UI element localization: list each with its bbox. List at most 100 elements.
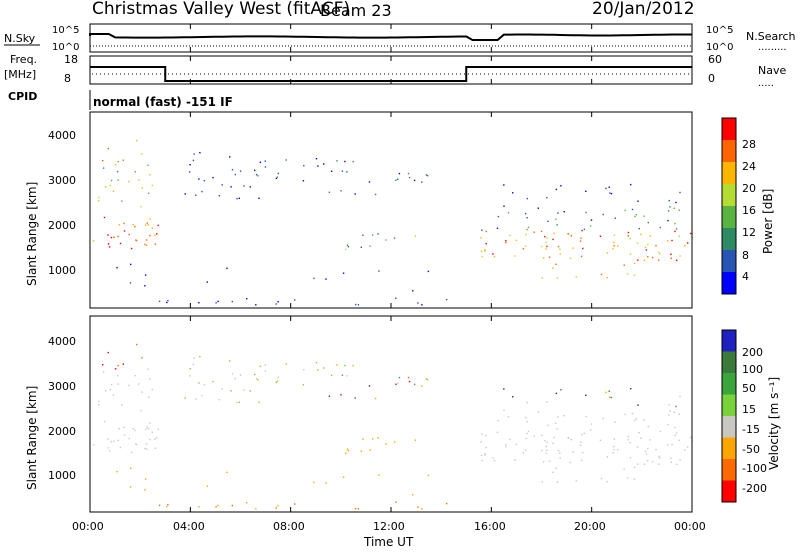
heatmap-cell: [667, 414, 670, 416]
heatmap-cell: [546, 237, 548, 239]
heatmap-cell: [545, 248, 547, 250]
heatmap-cell: [154, 234, 156, 236]
heatmap-cell: [254, 373, 256, 376]
heatmap-cell: [630, 387, 632, 390]
heatmap-cell: [514, 255, 516, 257]
heatmap-cell: [545, 241, 547, 244]
heatmap-cell: [138, 179, 140, 181]
heatmap-cell: [313, 277, 315, 280]
heatmap-cell: [212, 380, 214, 383]
heatmap-cell: [481, 459, 483, 462]
heatmap-cell: [617, 245, 619, 247]
heatmap-cell: [635, 214, 637, 216]
heatmap-cell: [123, 434, 126, 436]
heatmap-cell: [567, 233, 569, 235]
heatmap-cell: [189, 375, 191, 377]
heatmap-cell: [602, 417, 604, 420]
power-colorbar-segment: [722, 118, 736, 141]
heatmap-cell: [395, 501, 397, 503]
heatmap-cell: [149, 438, 151, 441]
heatmap-cell: [557, 449, 560, 452]
heatmap-cell: [330, 170, 333, 172]
vel-cbar-label: Velocity [m s⁻¹]: [767, 377, 781, 470]
heatmap-cell: [606, 456, 609, 458]
heatmap-cell: [617, 449, 619, 451]
heatmap-cell: [352, 160, 354, 163]
heatmap-cell: [413, 179, 416, 182]
heatmap-cell: [151, 184, 153, 187]
heatmap-cell: [605, 187, 607, 190]
heatmap-cell: [275, 177, 278, 180]
heatmap-cell: [614, 421, 616, 423]
heatmap-cell: [344, 364, 346, 367]
heatmap-cell: [201, 394, 203, 397]
heatmap-cell: [198, 382, 200, 384]
heatmap-cell: [325, 278, 327, 280]
heatmap-cell: [633, 262, 636, 265]
heatmap-cell: [670, 257, 672, 259]
heatmap-cell: [585, 394, 587, 396]
heatmap-cell: [354, 397, 356, 399]
heatmap-cell: [526, 421, 528, 423]
heatmap-cell: [323, 367, 325, 369]
heatmap-cell: [377, 437, 379, 439]
heatmap-cell: [676, 463, 678, 466]
heatmap-cell: [553, 232, 555, 235]
vel-cbar-tick-100: 100: [742, 363, 763, 376]
heatmap-cell: [556, 224, 558, 226]
heatmap-cell: [552, 471, 554, 473]
heatmap-cell: [128, 437, 130, 440]
freq-tick-bottom: 8: [64, 72, 71, 85]
heatmap-cell: [481, 229, 483, 231]
heatmap-cell: [393, 237, 396, 239]
heatmap-cell: [580, 459, 583, 462]
heatmap-cell: [275, 381, 278, 384]
heatmap-cell: [109, 184, 111, 187]
heatmap-cell: [560, 389, 562, 391]
heatmap-cell: [581, 229, 583, 232]
heatmap-cell: [277, 376, 279, 379]
heatmap-cell: [167, 300, 169, 302]
heatmap-cell: [638, 227, 640, 230]
velocity-colorbar-segment: [722, 373, 736, 395]
vel-ylabel: Slant Range [km]: [25, 386, 39, 490]
vel-cbar-tick-m50: -50: [742, 443, 760, 456]
heatmap-cell: [647, 256, 649, 258]
heatmap-cell: [385, 443, 387, 445]
heatmap-cell: [606, 480, 608, 483]
heatmap-cell: [144, 243, 146, 246]
heatmap-cell: [555, 392, 558, 395]
heatmap-cell: [294, 503, 296, 505]
heatmap-cell: [184, 397, 186, 399]
xtick-1200: 12:00: [373, 520, 405, 533]
heatmap-cell: [509, 438, 511, 441]
heatmap-cell: [189, 164, 191, 166]
heatmap-cell: [255, 304, 257, 306]
heatmap-cell: [236, 401, 238, 404]
heatmap-cell: [189, 368, 191, 370]
heatmap-cell: [509, 234, 511, 237]
heatmap-cell: [102, 371, 105, 373]
heatmap-cell: [315, 158, 318, 160]
heatmap-cell: [132, 224, 134, 226]
heatmap-cell: [585, 211, 587, 214]
heatmap-cell: [128, 233, 130, 236]
heatmap-cell: [110, 440, 113, 443]
heatmap-cell: [107, 243, 110, 245]
heatmap-cell: [605, 391, 607, 394]
heatmap-cell: [667, 210, 670, 212]
date-title: 20/Jan/2012: [592, 0, 695, 19]
heatmap-cell: [626, 477, 629, 479]
heatmap-cell: [546, 401, 548, 403]
heatmap-cell: [674, 222, 676, 225]
heatmap-cell: [590, 219, 593, 221]
heatmap-cell: [264, 166, 267, 168]
heatmap-cell: [231, 504, 233, 507]
heatmap-cell: [102, 167, 105, 169]
heatmap-cell: [546, 197, 548, 199]
heatmap-cell: [243, 389, 245, 391]
heatmap-cell: [541, 481, 543, 483]
heatmap-cell: [302, 384, 305, 386]
heatmap-cell: [525, 449, 527, 451]
heatmap-cell: [675, 432, 678, 434]
